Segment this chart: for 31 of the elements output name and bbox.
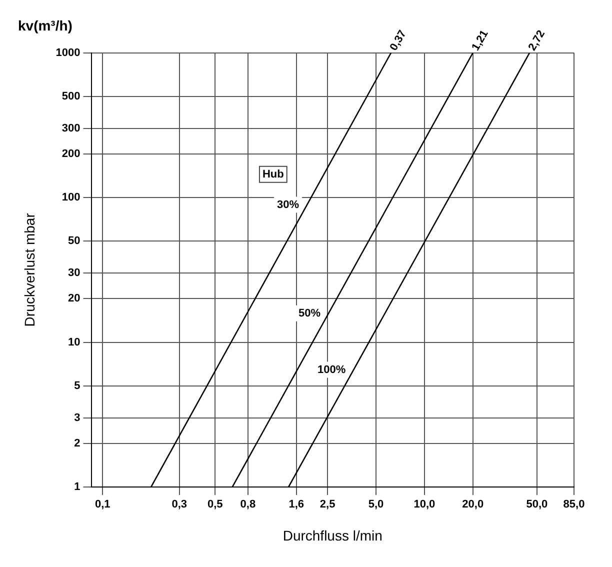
x-tick-label: 2,5 — [320, 498, 336, 511]
y-tick-label: 30 — [68, 267, 80, 280]
x-tick-label: 0,1 — [94, 498, 110, 511]
y-tick-label: 2 — [74, 437, 80, 450]
y-axis-title: Druckverlust mbar — [21, 212, 38, 327]
y-tick-label: 5 — [74, 380, 80, 392]
chart-title: kv(m³/h) — [18, 17, 72, 34]
x-tick-label: 50,0 — [526, 498, 548, 511]
y-tick-label: 3 — [74, 412, 80, 424]
annotation: 30% — [277, 198, 300, 211]
x-tick-label: 10,0 — [414, 498, 436, 511]
y-tick-label: 50 — [68, 235, 80, 248]
y-tick-label: 1000 — [56, 46, 80, 59]
y-tick-label: 300 — [62, 122, 80, 135]
y-tick-label: 500 — [62, 90, 80, 102]
x-tick-label: 85,0 — [563, 498, 585, 511]
y-tick-label: 200 — [62, 148, 80, 160]
x-axis-title: Durchfluss l/min — [282, 527, 382, 544]
x-tick-label: 5,0 — [368, 498, 384, 511]
x-tick-label: 0,8 — [240, 498, 256, 511]
x-tick-label: 20,0 — [462, 498, 484, 511]
y-tick-label: 10 — [68, 336, 80, 348]
y-tick-label: 20 — [68, 292, 80, 305]
x-tick-label: 0,5 — [207, 498, 223, 511]
x-tick-label: 1,6 — [288, 498, 304, 511]
annotation: 100% — [317, 364, 346, 376]
y-tick-label: 1 — [74, 481, 80, 494]
x-tick-label: 0,3 — [172, 498, 188, 511]
annotation: Hub — [262, 168, 284, 180]
annotation: 50% — [298, 307, 321, 320]
y-tick-label: 100 — [62, 192, 80, 204]
